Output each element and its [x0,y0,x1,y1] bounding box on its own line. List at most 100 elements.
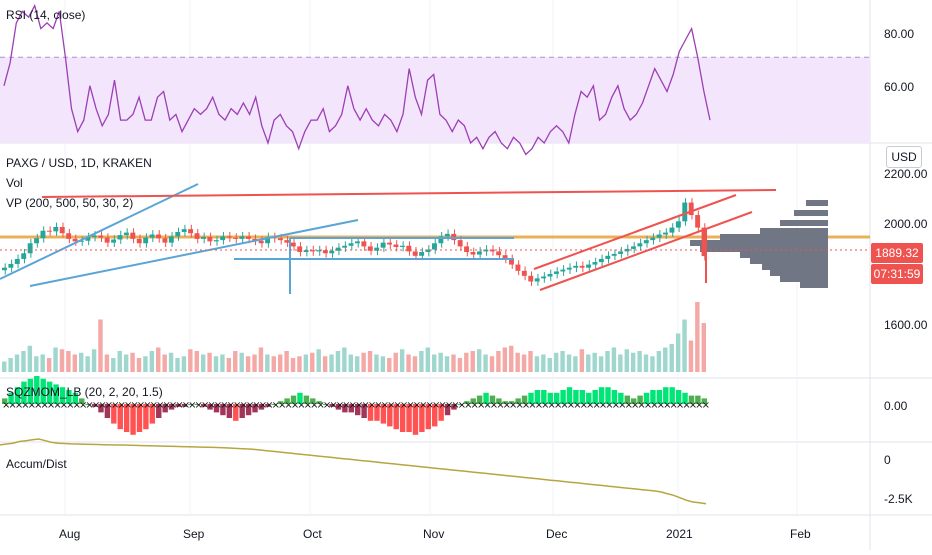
sqzmom-bar [399,404,406,432]
candle-body [534,278,540,282]
sqzmom-bar [425,404,432,430]
x-label-nov: Nov [423,527,445,541]
sqzmom-bar [624,395,630,404]
trendline-blue-1 [0,183,199,280]
sqzmom-dot: × [515,400,523,411]
sqzmom-dot: × [111,400,119,411]
sqzmom-bar [59,387,66,404]
candle-body [258,240,264,244]
candle-body [476,251,482,255]
volume-bar [40,354,45,372]
volume-bar [380,356,386,372]
volume-bar [451,354,456,372]
volume-bar [98,319,103,372]
sqzmom-dot: × [297,400,305,411]
sqzmom-dot: × [586,400,594,411]
volume-bar [297,356,302,372]
sqzmom-dot: × [188,400,196,411]
rsi-tick-60: 60.00 [884,80,915,94]
sqzmom-dot: × [34,400,42,411]
candle-body [457,240,463,247]
volume-bar [618,354,623,372]
trendline-blue-2 [29,219,359,287]
candle-body [8,263,14,268]
sqzmom-dot: × [445,400,453,411]
candle-body [194,233,200,239]
candle-body [682,202,688,222]
sqzmom-dot: × [471,400,479,411]
candle-body [656,234,662,238]
volume-bar [412,356,418,372]
volume-bar [656,351,662,372]
sqzmom-bar [515,398,521,404]
currency-button[interactable]: USD [886,146,922,168]
sqzmom-dot: × [182,400,190,411]
sqzmom-bar [432,404,438,427]
sqzmom-dot: × [663,400,671,411]
candle-body [316,250,322,252]
sqzmom-dot: × [426,400,434,411]
vp-profile-row [806,200,828,206]
sqzmom-dot: × [458,400,466,411]
sqzmom-bar [168,404,175,410]
sqzmom-dot: × [336,400,344,411]
sqzmom-dot: × [323,400,331,411]
x-label-2021: 2021 [666,527,693,541]
sqzmom-dot: × [278,400,286,411]
accum-tick-0: 0 [884,453,891,467]
volume-bar [245,356,251,372]
candle-body [361,241,367,247]
volume-bar [425,347,431,372]
sqzmom-bar [406,404,412,432]
candle-body [560,269,566,272]
sqzmom-bar [2,398,8,404]
vp-profile-row [794,210,828,216]
candle-body [200,237,206,239]
candle-body [220,236,226,241]
volume-bar [316,349,321,372]
sqzmom-bar [361,404,367,418]
sqzmom-bar [239,404,245,418]
sqzmom-bar [162,404,168,413]
volume-bar [502,347,508,372]
candle-body [342,245,348,248]
candle-body [162,238,168,243]
sqzmom-bar [40,378,46,404]
candle-body [277,238,283,241]
sqzmom-dot: × [355,400,363,411]
sqzmom-bar [277,401,284,404]
sqzmom-dot: × [451,400,459,411]
accum-label: Accum/Dist [6,457,67,471]
sqzmom-bar [675,390,682,404]
volume-bar [432,354,437,372]
volume-bar [226,358,232,372]
volume-bar [284,351,289,372]
sqzmom-bar [316,401,322,404]
sqzmom-dot: × [201,400,209,411]
sqzmom-dot: × [535,400,543,411]
candle-body [611,253,617,256]
sqzmom-bar [586,392,592,404]
candle-body [637,243,643,247]
sqzmom-dot: × [368,400,376,411]
sqzmom-dot: × [676,400,684,411]
channel-lower-red [539,211,753,291]
sqzmom-bar [553,392,560,404]
price-tick-2200: 2200.00 [884,167,928,181]
volume-bar [438,352,443,372]
sqzmom-bar [322,404,329,405]
sqzmom-bar [53,384,59,404]
volume-bar [637,351,642,372]
sqzmom-dot: × [310,400,318,411]
candle-body [136,238,142,244]
candle-body [598,258,604,263]
sqzmom-dot: × [239,400,247,411]
sqzmom-dot: × [381,400,389,411]
sqzmom-bar [470,398,476,404]
candle-body [34,238,40,244]
volume-bar [361,352,366,372]
volume-bar [547,358,552,372]
sqzmom-dot: × [214,400,222,411]
sqzmom-bar [188,404,194,405]
